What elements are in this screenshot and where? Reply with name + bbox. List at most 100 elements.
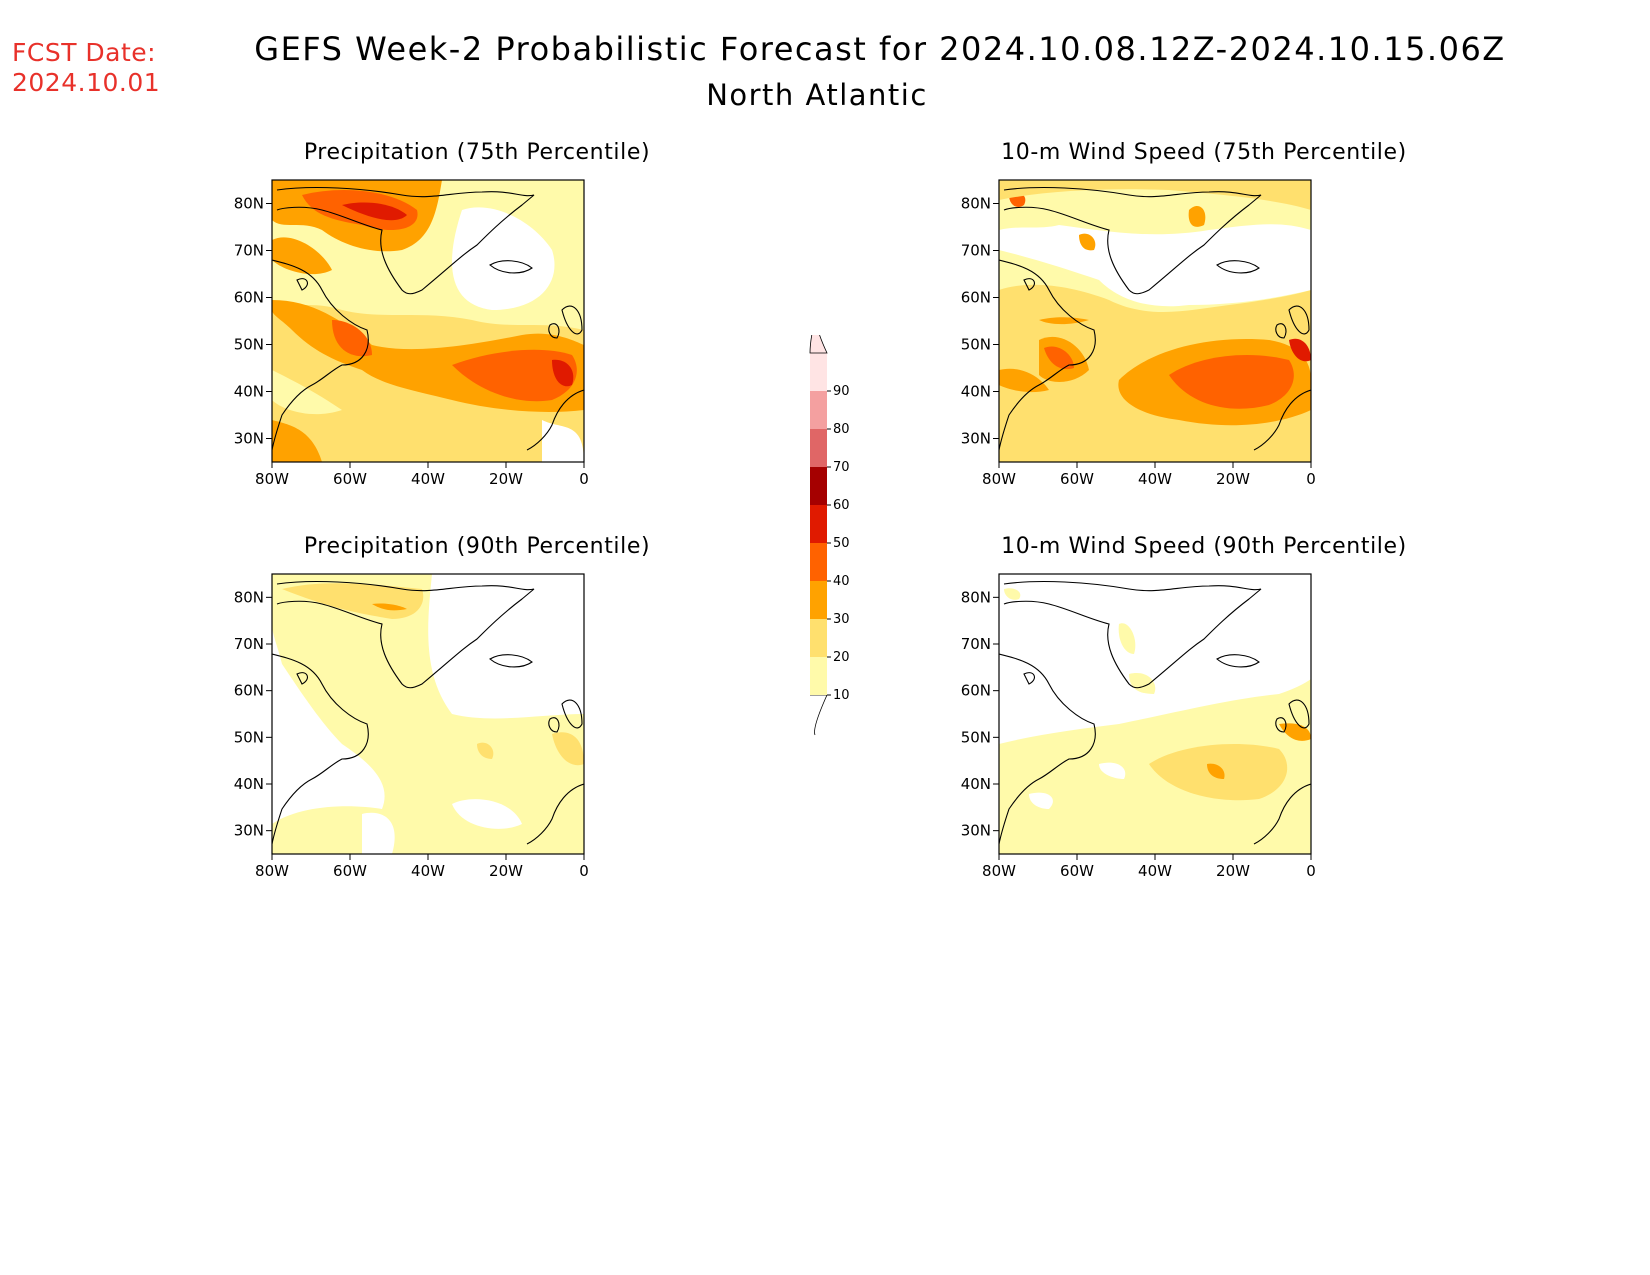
coastline: [272, 186, 584, 451]
lat-tick-label: 70N: [961, 242, 991, 260]
lon-tick-label: 20W: [489, 470, 523, 488]
precip-90-field: [272, 574, 584, 854]
colorbar-level-label: 90: [833, 384, 850, 399]
map-wind-75: 80N 70N 60N 50N 40N 30N 80W 60W 40W 20W 0: [961, 179, 1316, 488]
colorbar-level-label: 70: [833, 460, 850, 475]
panel-title: Precipitation (90th Percentile): [303, 534, 651, 559]
lat-tick-label: 70N: [961, 635, 991, 653]
colorbar-swatch: [810, 391, 827, 429]
colorbar-cap-top: [809, 335, 828, 354]
lon-tick-label: 0: [579, 470, 589, 488]
panel-title: 10-m Wind Speed (90th Percentile): [1001, 534, 1407, 559]
colorbar-swatch: [810, 505, 827, 543]
lat-tick-label: 60N: [961, 682, 991, 700]
lon-tick-label: 20W: [489, 862, 523, 880]
lon-tick-label: 0: [1306, 470, 1316, 488]
colorbar-swatch: [810, 353, 827, 391]
lat-tick-label: 80N: [961, 195, 991, 213]
lat-tick-label: 70N: [234, 242, 264, 260]
lon-tick-label: 80W: [255, 862, 289, 880]
lon-tick-label: 80W: [255, 470, 289, 488]
lon-ticks: 80W 60W 40W 20W 0: [255, 462, 589, 488]
colorbar-swatches: [809, 335, 828, 736]
colorbar-level-label: 40: [833, 574, 850, 589]
forecast-date-label: FCST Date:: [12, 38, 157, 67]
colorbar-level-label: 80: [833, 422, 850, 437]
lon-ticks: 80W 60W 40W 20W 0: [982, 462, 1316, 488]
lat-tick-label: 40N: [234, 775, 264, 793]
panel-precip-90: Precipitation (90th Percentile) 80N 70N 60: [222, 534, 692, 924]
lat-tick-label: 50N: [234, 336, 264, 354]
lon-tick-label: 0: [579, 862, 589, 880]
colorbar-level-label: 10: [833, 688, 850, 703]
lat-tick-label: 60N: [961, 289, 991, 307]
coastline: [999, 580, 1311, 845]
coastline: [999, 186, 1311, 451]
lon-tick-label: 40W: [411, 862, 445, 880]
colorbar-swatch: [810, 581, 827, 619]
colorbar-swatch: [810, 657, 827, 695]
wind-75-field: [999, 180, 1311, 462]
colorbar-swatch: [810, 543, 827, 581]
lon-ticks: 80W 60W 40W 20W 0: [255, 854, 589, 880]
lat-tick-label: 30N: [234, 430, 264, 448]
colorbar-level-label: 60: [833, 498, 850, 513]
lon-tick-label: 60W: [333, 862, 367, 880]
lon-tick-label: 40W: [411, 470, 445, 488]
lon-tick-label: 60W: [1060, 862, 1094, 880]
lat-ticks: 80N 70N 60N 50N 40N 30N: [234, 195, 272, 448]
lat-tick-label: 40N: [234, 383, 264, 401]
wind-90-field: [999, 574, 1311, 854]
lon-tick-label: 40W: [1138, 470, 1172, 488]
lat-ticks: 80N 70N 60N 50N 40N 30N: [961, 195, 999, 448]
lon-tick-label: 40W: [1138, 862, 1172, 880]
panel-wind-90: 10-m Wind Speed (90th Percentile): [949, 534, 1419, 924]
lat-ticks: 80N 70N 60N 50N 40N 30N: [234, 588, 272, 840]
panel-wind-75: 10-m Wind Speed (75th Percentile): [949, 140, 1419, 530]
lat-tick-label: 60N: [234, 682, 264, 700]
lat-tick-label: 80N: [234, 195, 264, 213]
panel-precip-75: Precipitation (75th Percentile): [222, 140, 692, 530]
precip-75-field: [272, 180, 584, 462]
lat-tick-label: 50N: [961, 336, 991, 354]
lat-tick-label: 30N: [234, 822, 264, 840]
coastline: [272, 580, 584, 845]
lat-tick-label: 70N: [234, 635, 264, 653]
lat-tick-label: 80N: [234, 588, 264, 606]
lon-tick-label: 60W: [1060, 470, 1094, 488]
lat-tick-label: 30N: [961, 822, 991, 840]
colorbar-swatch: [810, 429, 827, 467]
lon-tick-label: 0: [1306, 862, 1316, 880]
lon-tick-label: 80W: [982, 862, 1016, 880]
colorbar-labels: 10 20 30 40 50 60 70 80 90: [827, 384, 850, 703]
forecast-date-value: 2024.10.01: [12, 68, 161, 97]
colorbar: 10 20 30 40 50 60 70 80 90: [809, 335, 850, 736]
lon-tick-label: 20W: [1216, 470, 1250, 488]
colorbar-level-label: 50: [833, 536, 850, 551]
region-title: North Atlantic: [706, 78, 928, 112]
colorbar-level-label: 20: [833, 650, 850, 665]
lat-tick-label: 50N: [234, 728, 264, 746]
lon-ticks: 80W 60W 40W 20W 0: [982, 854, 1316, 880]
map-precip-75: 80N 70N 60N 50N 40N 30N 80W 60W 40W 20W 0: [234, 179, 589, 488]
map-precip-90: 80N 70N 60N 50N 40N 30N 80W 60W 40W 20W 0: [234, 573, 589, 880]
map-wind-90: 80N 70N 60N 50N 40N 30N 80W 60W 40W 20W 0: [961, 573, 1316, 880]
panel-title: Precipitation (75th Percentile): [303, 140, 651, 165]
lat-tick-label: 40N: [961, 383, 991, 401]
colorbar-level-label: 30: [833, 612, 850, 627]
lon-tick-label: 20W: [1216, 862, 1250, 880]
lat-tick-label: 30N: [961, 430, 991, 448]
colorbar-cap-bottom: [810, 694, 828, 736]
panel-title: 10-m Wind Speed (75th Percentile): [1001, 140, 1407, 165]
colorbar-swatch: [810, 467, 827, 505]
colorbar-swatch: [810, 619, 827, 657]
lat-tick-label: 40N: [961, 775, 991, 793]
lat-tick-label: 50N: [961, 728, 991, 746]
lon-tick-label: 80W: [982, 470, 1016, 488]
lat-tick-label: 80N: [961, 588, 991, 606]
forecast-date: FCST Date: 2024.10.01: [12, 38, 160, 98]
lon-tick-label: 60W: [333, 470, 367, 488]
lat-ticks: 80N 70N 60N 50N 40N 30N: [961, 588, 999, 840]
lat-tick-label: 60N: [234, 289, 264, 307]
main-title: GEFS Week-2 Probabilistic Forecast for 2…: [254, 30, 1506, 68]
